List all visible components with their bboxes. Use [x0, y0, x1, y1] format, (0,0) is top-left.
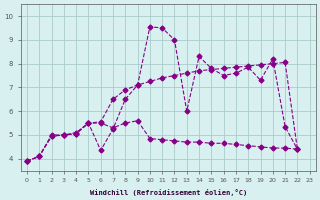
X-axis label: Windchill (Refroidissement éolien,°C): Windchill (Refroidissement éolien,°C): [90, 189, 247, 196]
